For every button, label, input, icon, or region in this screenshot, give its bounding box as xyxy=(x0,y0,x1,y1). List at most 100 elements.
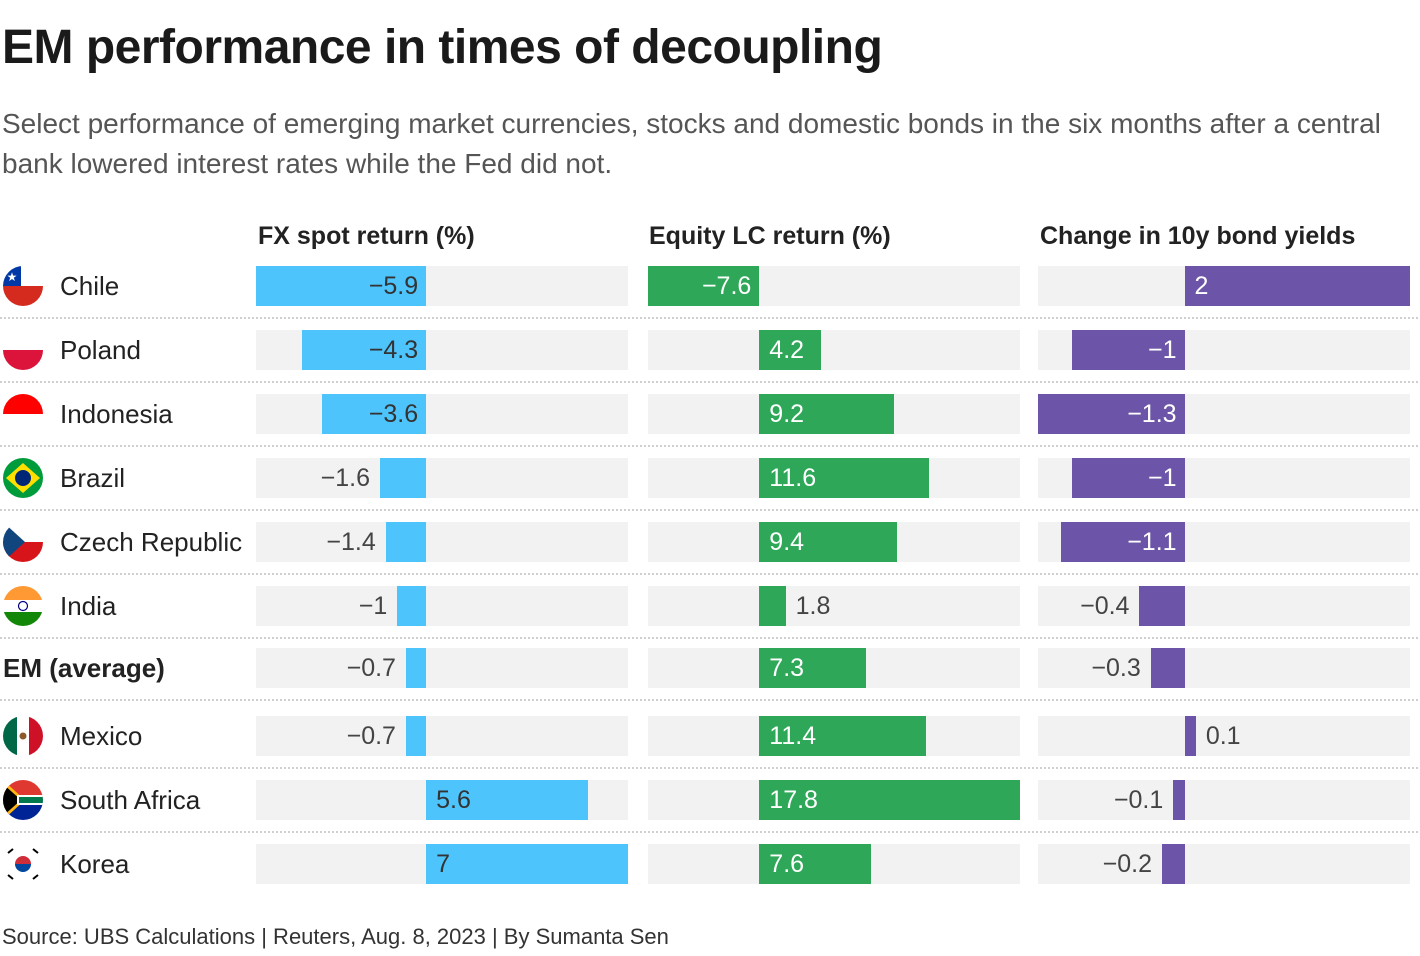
bond-track xyxy=(1038,844,1410,884)
fx-value-label: −5.9 xyxy=(368,272,419,300)
row-label: EM (average) xyxy=(3,653,165,683)
row-label: Mexico xyxy=(60,721,143,751)
bond-value-label: 0.1 xyxy=(1205,722,1241,750)
row-label: Brazil xyxy=(60,463,126,493)
equity-bar xyxy=(759,780,1020,820)
equity-value-label: 11.6 xyxy=(769,464,817,492)
fx-value-label: 5.6 xyxy=(436,786,471,814)
fx-bar xyxy=(385,522,427,562)
fx-track xyxy=(256,394,628,434)
bond-value-label: −1.3 xyxy=(1127,400,1177,428)
row-label: Chile xyxy=(60,271,120,301)
chile-flag-icon: ★ xyxy=(3,266,43,306)
fx-bar xyxy=(302,330,427,370)
fx-bar xyxy=(380,458,427,498)
fx-track xyxy=(256,648,628,688)
source-note: Source: UBS Calculations | Reuters, Aug.… xyxy=(2,924,669,949)
bond-bar xyxy=(1184,716,1196,756)
row-divider xyxy=(0,317,1418,319)
bond-bar xyxy=(1184,266,1410,306)
equity-bar xyxy=(759,330,821,370)
bond-bar xyxy=(1173,780,1185,820)
bond-column-header: Change in 10y bond yields xyxy=(1040,222,1356,250)
row-divider xyxy=(0,573,1418,575)
india-flag-icon xyxy=(3,586,43,626)
fx-value-label: −4.3 xyxy=(368,336,419,364)
bond-bar xyxy=(1162,844,1185,884)
bond-value-label: −0.2 xyxy=(1102,850,1152,878)
equity-bar xyxy=(759,586,786,626)
bond-bar xyxy=(1071,330,1185,370)
fx-bar xyxy=(426,780,588,820)
czech-flag-icon xyxy=(3,522,43,562)
row-label: Korea xyxy=(60,849,130,879)
row-label: Czech Republic xyxy=(60,527,243,557)
row-divider xyxy=(0,767,1418,769)
row-label: Poland xyxy=(60,335,141,365)
bond-bar xyxy=(1060,522,1185,562)
equity-value-label: 7.6 xyxy=(769,850,805,878)
fx-value-label: −1.6 xyxy=(320,464,370,492)
fx-value-label: −3.6 xyxy=(368,400,419,428)
fx-column-header: FX spot return (%) xyxy=(258,222,475,250)
equity-bar xyxy=(648,266,760,306)
equity-value-label: 9.2 xyxy=(769,400,805,428)
chart-subtitle: Select performance of emerging market cu… xyxy=(2,108,1381,179)
fx-value-label: 7 xyxy=(436,850,451,878)
fx-bar xyxy=(405,716,427,756)
equity-value-label: 1.8 xyxy=(795,592,831,620)
equity-value-label: 11.4 xyxy=(769,722,817,750)
equity-value-label: 7.3 xyxy=(769,654,805,682)
bond-track xyxy=(1038,716,1410,756)
bond-track xyxy=(1038,648,1410,688)
bond-value-label: 2 xyxy=(1194,272,1209,300)
row-divider xyxy=(0,445,1418,447)
row-divider xyxy=(0,831,1418,833)
bond-value-label: −0.4 xyxy=(1080,592,1130,620)
equity-value-label: 4.2 xyxy=(769,336,805,364)
bond-value-label: −1 xyxy=(1148,336,1177,364)
bond-track xyxy=(1038,780,1410,820)
bond-value-label: −1 xyxy=(1148,464,1177,492)
bond-bar xyxy=(1150,648,1185,688)
bond-value-label: −0.1 xyxy=(1113,786,1164,814)
equity-track xyxy=(648,586,1020,626)
bond-bar xyxy=(1038,394,1185,434)
fx-bar xyxy=(405,648,427,688)
svg-text:★: ★ xyxy=(7,270,18,284)
fx-bar xyxy=(322,394,427,434)
fx-bar xyxy=(256,266,427,306)
fx-value-label: −0.7 xyxy=(346,722,396,750)
row-divider xyxy=(0,509,1418,511)
bond-value-label: −0.3 xyxy=(1091,654,1141,682)
equity-bar xyxy=(759,648,867,688)
fx-bar xyxy=(397,586,427,626)
mexico-flag-icon xyxy=(3,716,43,756)
fx-bar xyxy=(426,844,628,884)
bond-bar xyxy=(1139,586,1185,626)
equity-bar xyxy=(759,522,897,562)
korea-flag-icon xyxy=(3,844,43,884)
fx-track xyxy=(256,586,628,626)
fx-track xyxy=(256,458,628,498)
south-africa-flag-icon xyxy=(3,780,43,820)
indonesia-flag-icon xyxy=(3,394,43,434)
bond-track xyxy=(1038,586,1410,626)
bond-bar xyxy=(1071,458,1185,498)
equity-track xyxy=(648,330,1020,370)
equity-value-label: −7.6 xyxy=(701,272,752,300)
fx-value-label: −1 xyxy=(358,592,388,620)
row-label: South Africa xyxy=(60,785,201,815)
row-divider xyxy=(0,381,1418,383)
equity-bar xyxy=(759,844,871,884)
fx-track xyxy=(256,716,628,756)
fx-value-label: −0.7 xyxy=(346,654,396,682)
fx-value-label: −1.4 xyxy=(326,528,376,556)
row-label: Indonesia xyxy=(60,399,173,429)
equity-bar xyxy=(759,394,895,434)
brazil-flag-icon xyxy=(3,458,43,498)
fx-track xyxy=(256,522,628,562)
equity-bar xyxy=(759,716,927,756)
row-label: India xyxy=(60,591,117,621)
chart-title: EM performance in times of decoupling xyxy=(2,21,883,74)
